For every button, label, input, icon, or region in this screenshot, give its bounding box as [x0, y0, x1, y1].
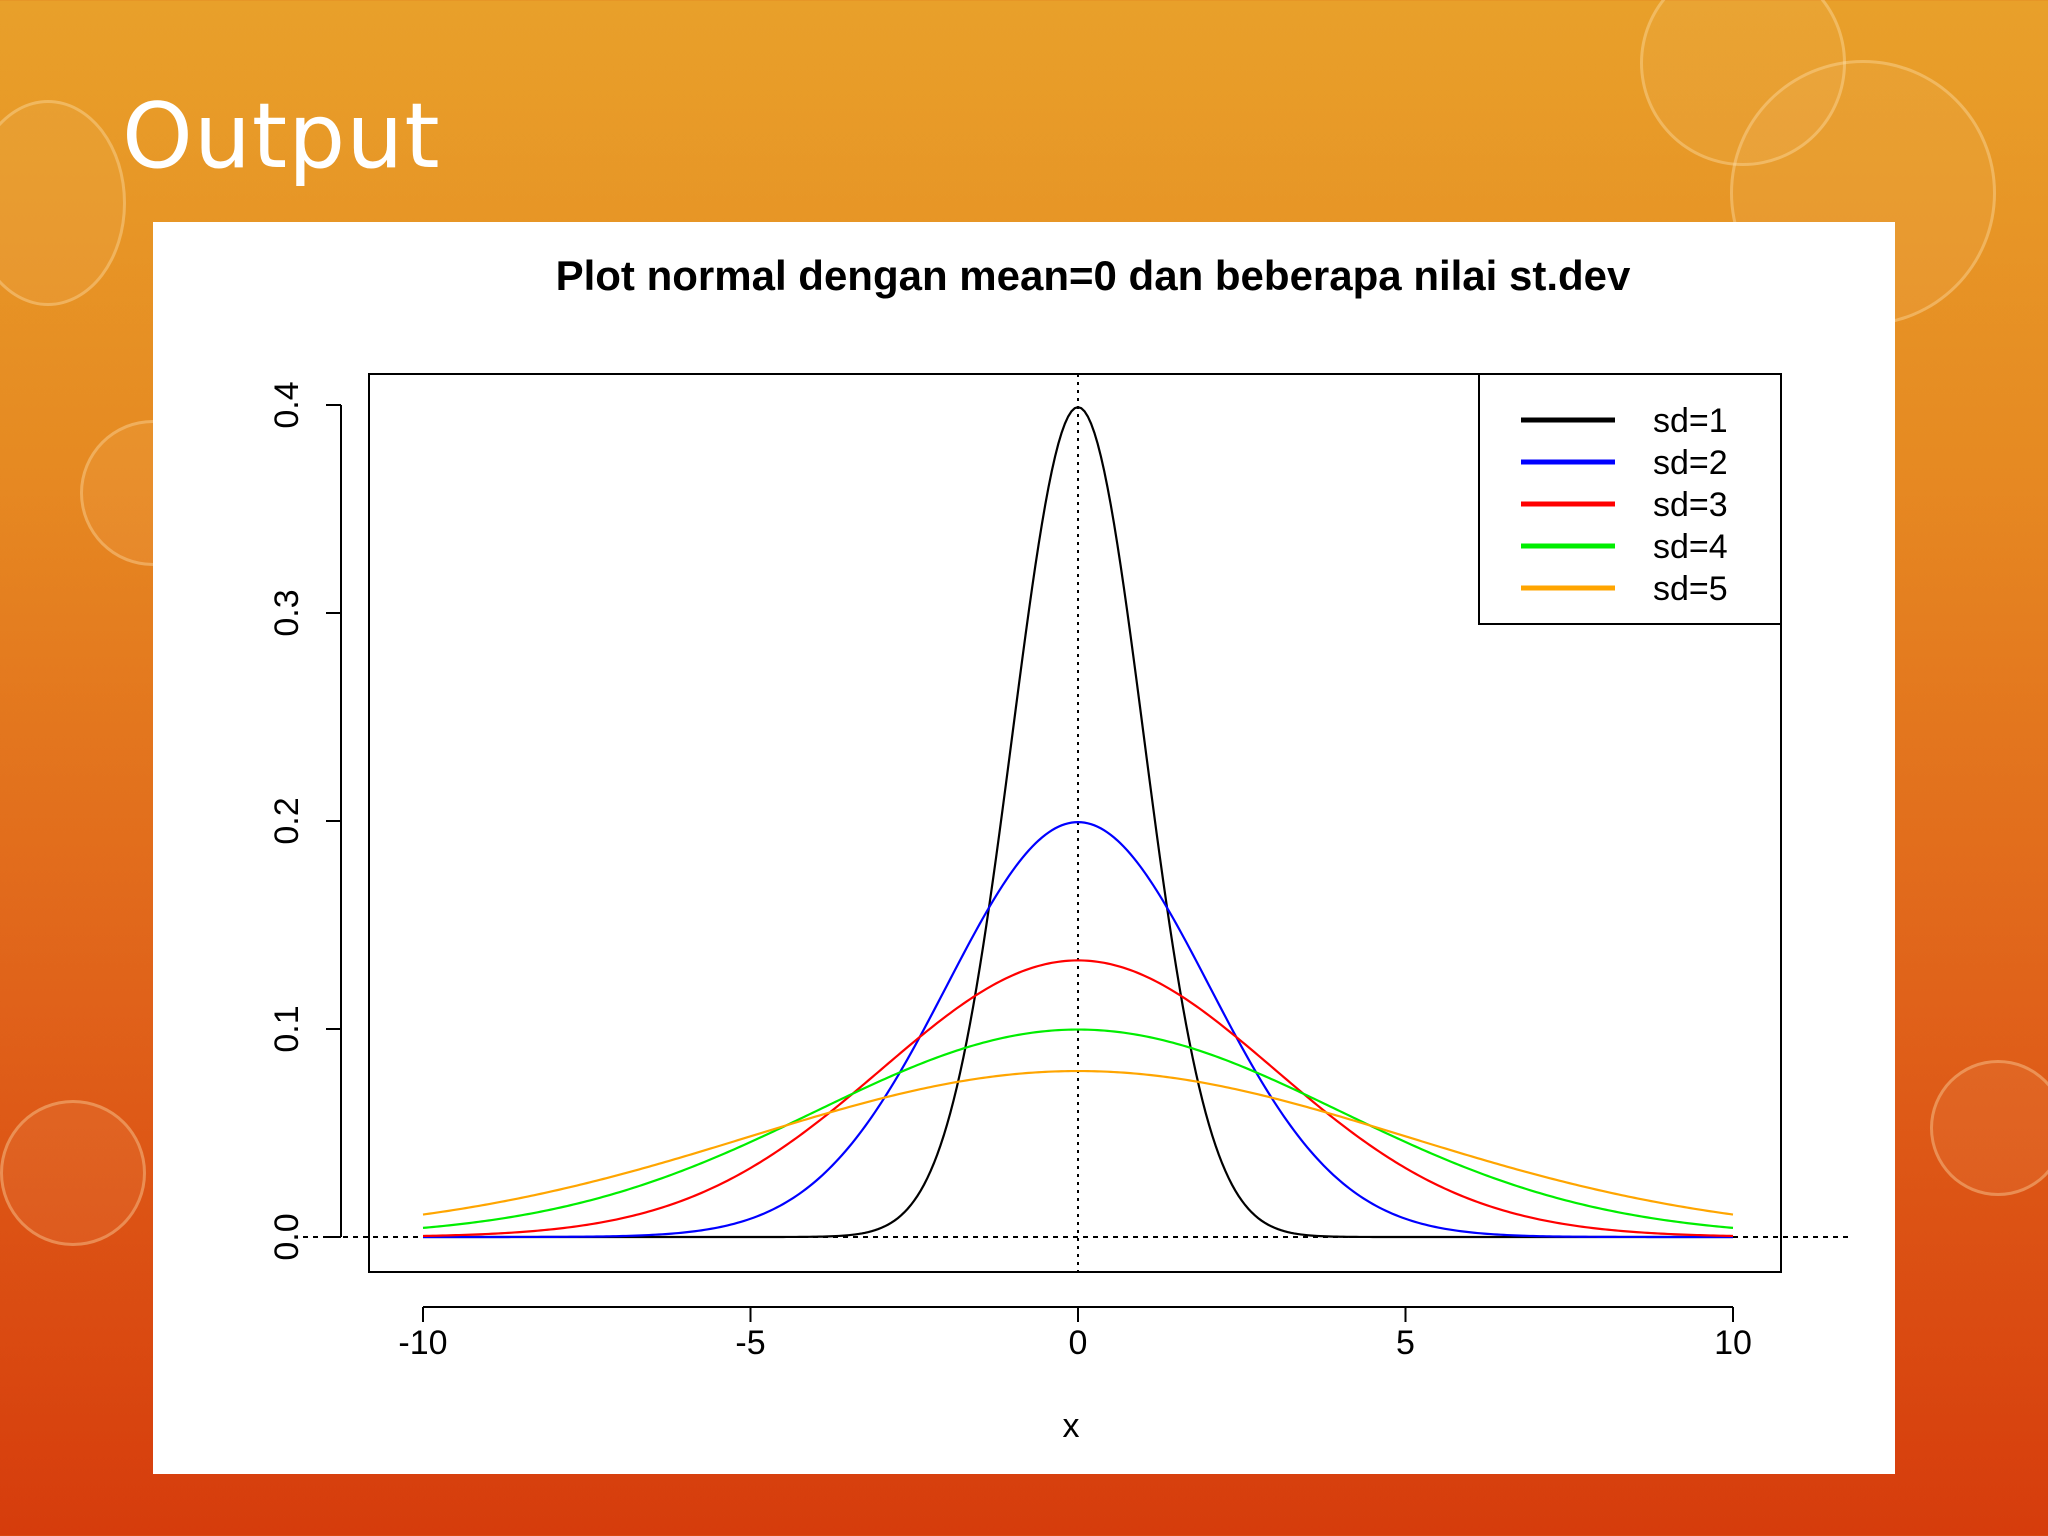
y-tick-label: 0.3 — [268, 589, 306, 636]
x-tick-label: -5 — [735, 1324, 765, 1362]
legend-label: sd=3 — [1653, 486, 1728, 524]
curves — [422, 406, 1734, 1239]
curve-sd-4 — [422, 1028, 1734, 1229]
x-tick-label: -10 — [398, 1324, 447, 1362]
legend-box — [1478, 373, 1782, 625]
y-tick-label: 0.2 — [268, 797, 306, 844]
curve-sd-3 — [422, 959, 1734, 1238]
curve-sd-1 — [423, 406, 1733, 1239]
legend-label: sd=1 — [1653, 402, 1728, 440]
decor-bubble — [0, 100, 126, 306]
y-tick-label: 0.1 — [268, 1005, 306, 1052]
legend-label: sd=4 — [1653, 528, 1728, 566]
legend-label: sd=2 — [1653, 444, 1728, 482]
plot-frame — [368, 373, 1782, 1273]
x-axis-label: x — [1063, 1407, 1080, 1445]
plot-card: Plot normal dengan mean=0 dan beberapa n… — [153, 222, 1895, 1474]
x-tick-label: 5 — [1396, 1324, 1415, 1362]
x-tick-label: 10 — [1714, 1324, 1752, 1362]
decor-bubble — [1930, 1060, 2048, 1196]
y-tick-label: 0.4 — [268, 381, 306, 428]
curve-sd-2 — [423, 820, 1733, 1239]
normal-distribution-chart: Plot normal dengan mean=0 dan beberapa n… — [268, 252, 1853, 1445]
slide-title: Output — [122, 84, 441, 189]
legend-label: sd=5 — [1653, 570, 1728, 608]
decor-bubble — [0, 1100, 146, 1246]
decor-bubble — [1640, 0, 1846, 166]
chart-title: Plot normal dengan mean=0 dan beberapa n… — [556, 252, 1631, 299]
axes: -10 -5 0 5 10 0.0 0.1 0.2 0.3 0.4 — [268, 381, 1752, 1362]
curve-sd-5 — [422, 1069, 1734, 1216]
y-tick-label: 0.0 — [268, 1213, 306, 1260]
x-tick-label: 0 — [1069, 1324, 1088, 1362]
legend: sd=1 sd=2 sd=3 sd=4 sd=5 — [1521, 402, 1728, 608]
